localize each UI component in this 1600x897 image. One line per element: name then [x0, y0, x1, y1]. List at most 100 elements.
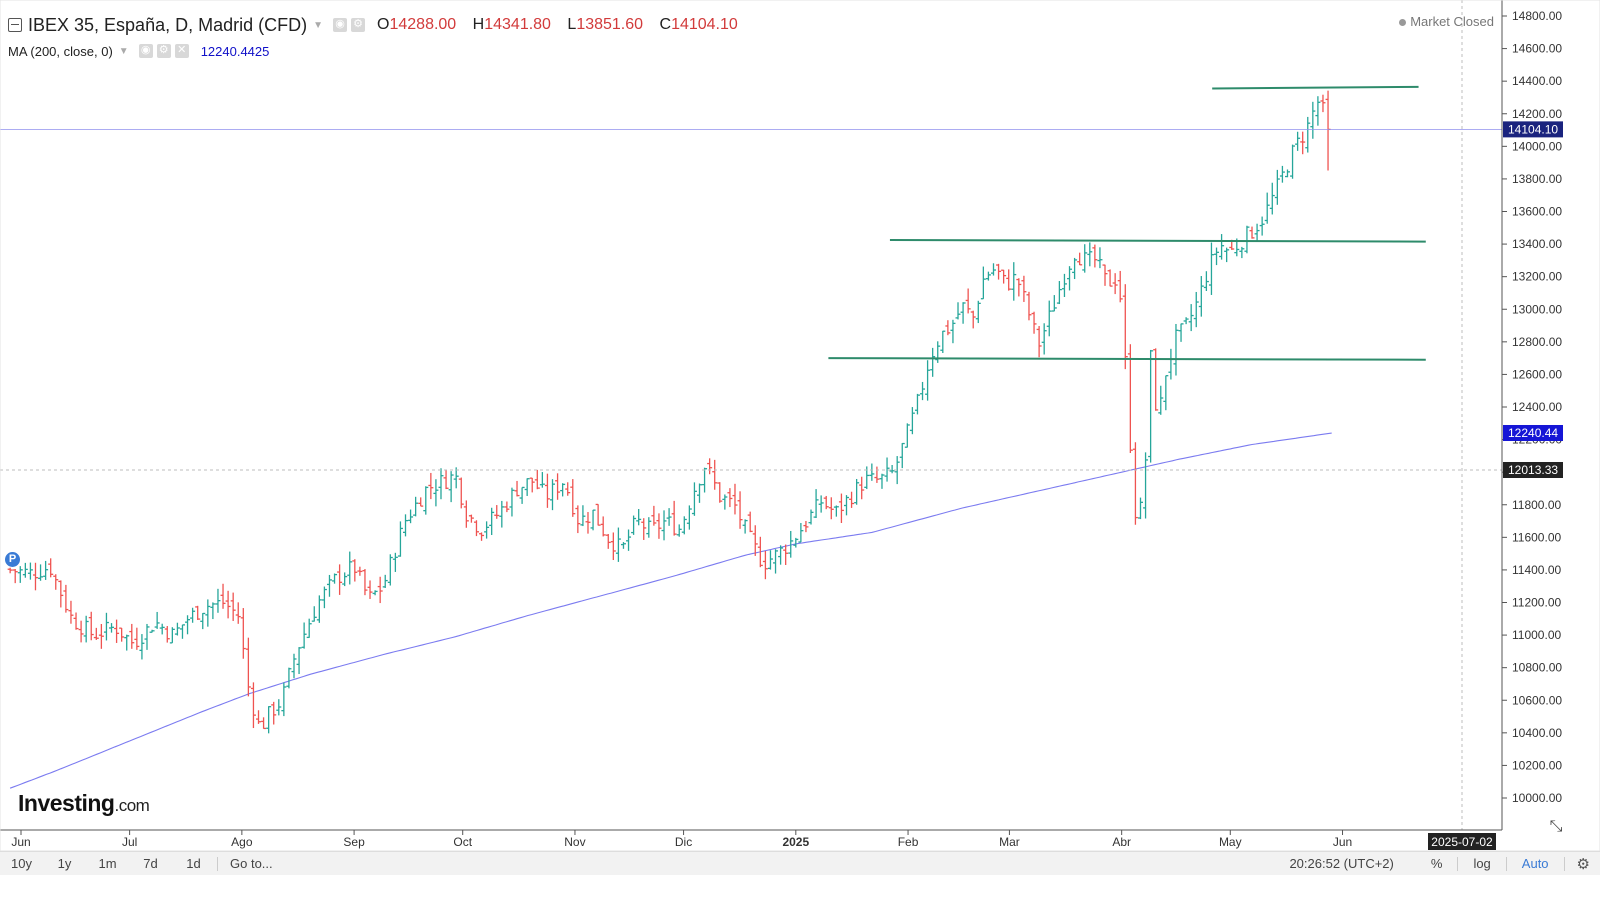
- ohlc-bar: [1178, 323, 1184, 342]
- ohlc-bar: [78, 620, 84, 643]
- y-tick-label: 10200.00: [1512, 758, 1562, 772]
- chart-legend: IBEX 35, España, D, Madrid (CFD) ▼ ◉ ⚙ O…: [8, 12, 750, 62]
- price-chart[interactable]: 14800.00 14600.00 14400.00 14200.00 14000.00…: [0, 0, 1600, 851]
- ohlc-bar: [418, 497, 424, 507]
- ohlc-bar: [1183, 317, 1189, 325]
- ohlc-bar: [620, 542, 626, 549]
- symbol-menu-chevron-icon[interactable]: ▼: [313, 19, 324, 31]
- ohlc-bar: [859, 476, 865, 500]
- symbol-title[interactable]: IBEX 35, España, D, Madrid (CFD): [28, 14, 308, 35]
- ohlc-bar: [230, 592, 236, 621]
- ohlc-bar: [98, 623, 104, 649]
- ma-visibility-icon[interactable]: ◉: [138, 44, 153, 58]
- ohlc-close-value: 14104.10: [671, 16, 738, 33]
- ohlc-bar: [428, 472, 434, 500]
- ohlc-bar: [828, 497, 834, 520]
- ohlc-bar: [732, 483, 738, 515]
- ohlc-bar: [453, 467, 459, 489]
- y-tick-label: 12400.00: [1512, 400, 1562, 414]
- ohlc-bar: [1001, 269, 1007, 284]
- x-tick-label: Feb: [898, 835, 919, 849]
- chart-background: [0, 0, 1600, 851]
- ma-menu-chevron-icon[interactable]: ▼: [118, 45, 129, 57]
- ohlc-bar: [1208, 242, 1214, 295]
- ohlc-bar: [316, 595, 322, 623]
- ohlc-bar: [504, 501, 510, 513]
- ohlc-bar: [914, 393, 920, 415]
- ohlc-bar: [838, 493, 844, 524]
- ohlc-bar: [874, 466, 880, 483]
- ohlc-bar: [813, 489, 819, 519]
- ohlc-bar: [392, 552, 398, 572]
- horizontal-trendline[interactable]: [1212, 85, 1419, 90]
- ohlc-bar: [960, 302, 966, 324]
- ohlc-bar: [823, 495, 829, 510]
- event-badge[interactable]: P: [5, 552, 20, 567]
- ohlc-bar: [499, 500, 505, 528]
- ohlc-bar: [1244, 225, 1250, 254]
- ohlc-bar: [970, 310, 976, 329]
- ohlc-bar: [843, 495, 849, 516]
- ohlc-bar: [636, 509, 642, 526]
- ohlc-bar: [256, 710, 262, 724]
- ohlc-bar: [615, 527, 621, 562]
- ohlc-bar: [134, 627, 140, 650]
- range-button-1d[interactable]: 1d: [186, 856, 201, 871]
- ohlc-bar: [271, 701, 277, 725]
- clock-timezone[interactable]: 20:26:52 (UTC+2): [1289, 856, 1394, 871]
- horizontal-trendline[interactable]: [889, 239, 1426, 243]
- ohlc-bar: [1269, 182, 1275, 215]
- symbol-settings-icon[interactable]: ⚙: [351, 18, 366, 32]
- logo-domain: .com: [114, 796, 150, 815]
- trendlines-layer[interactable]: [828, 85, 1426, 361]
- scale-toggle-icon[interactable]: ⤡: [1549, 818, 1563, 835]
- ohlc-bar: [595, 503, 601, 526]
- ohlc-bar: [722, 494, 728, 510]
- ohlc-bar: [403, 514, 409, 537]
- ohlc-bar: [849, 491, 855, 508]
- ohlc-bar: [945, 320, 951, 336]
- chart-settings-gear-icon[interactable]: ⚙: [1576, 855, 1590, 873]
- ohlc-bar: [600, 516, 606, 537]
- percent-scale-button[interactable]: %: [1430, 856, 1443, 871]
- ohlc-bar: [144, 623, 150, 650]
- y-tick-label: 11600.00: [1512, 530, 1561, 544]
- range-button-7d[interactable]: 7d: [143, 856, 158, 871]
- ohlc-bar: [1092, 244, 1098, 268]
- current-price-label: 14104.10: [1508, 122, 1558, 136]
- ohlc-bar: [301, 622, 307, 649]
- ohlc-bar: [1300, 131, 1306, 155]
- ohlc-bar: [980, 266, 986, 300]
- range-button-1m[interactable]: 1m: [98, 856, 117, 871]
- ohlc-bar: [940, 330, 946, 354]
- ma-indicator-title[interactable]: MA (200, close, 0): [8, 43, 113, 59]
- symbol-visibility-icon[interactable]: ◉: [333, 18, 348, 32]
- range-button-1y[interactable]: 1y: [57, 856, 72, 871]
- log-scale-button[interactable]: log: [1473, 856, 1491, 871]
- ohlc-bar: [990, 263, 996, 276]
- ohlc-bar: [1082, 244, 1088, 273]
- ma-remove-icon[interactable]: ✕: [174, 44, 189, 58]
- ohlc-bar: [524, 478, 530, 496]
- toolbar-divider: [1505, 856, 1507, 871]
- ohlc-bar: [468, 514, 474, 523]
- ohlc-bar: [575, 505, 581, 534]
- ohlc-bar: [996, 263, 1002, 280]
- auto-scale-button[interactable]: Auto: [1521, 856, 1549, 871]
- ohlc-bar: [676, 524, 682, 537]
- ohlc-bar: [281, 682, 287, 717]
- ohlc-bar: [43, 560, 49, 580]
- ma-settings-icon[interactable]: ⚙: [156, 44, 171, 58]
- collapse-legend-icon[interactable]: [8, 18, 22, 32]
- ohlc-bar: [185, 615, 191, 635]
- bottom-toolbar: 10y 1y 1m 7d 1d Go to... 20:26:52 (UTC+2…: [0, 851, 1600, 875]
- range-button-10y[interactable]: 10y: [11, 856, 32, 871]
- ohlc-bar: [357, 566, 363, 576]
- ohlc-bar: [174, 622, 180, 636]
- ohlc-bar: [930, 347, 936, 377]
- goto-date-button[interactable]: Go to...: [230, 856, 273, 871]
- market-status-text: Market Closed: [1410, 14, 1494, 29]
- y-tick-label: 13800.00: [1512, 172, 1562, 186]
- horizontal-trendline[interactable]: [828, 357, 1426, 361]
- ohlc-bar: [321, 586, 327, 609]
